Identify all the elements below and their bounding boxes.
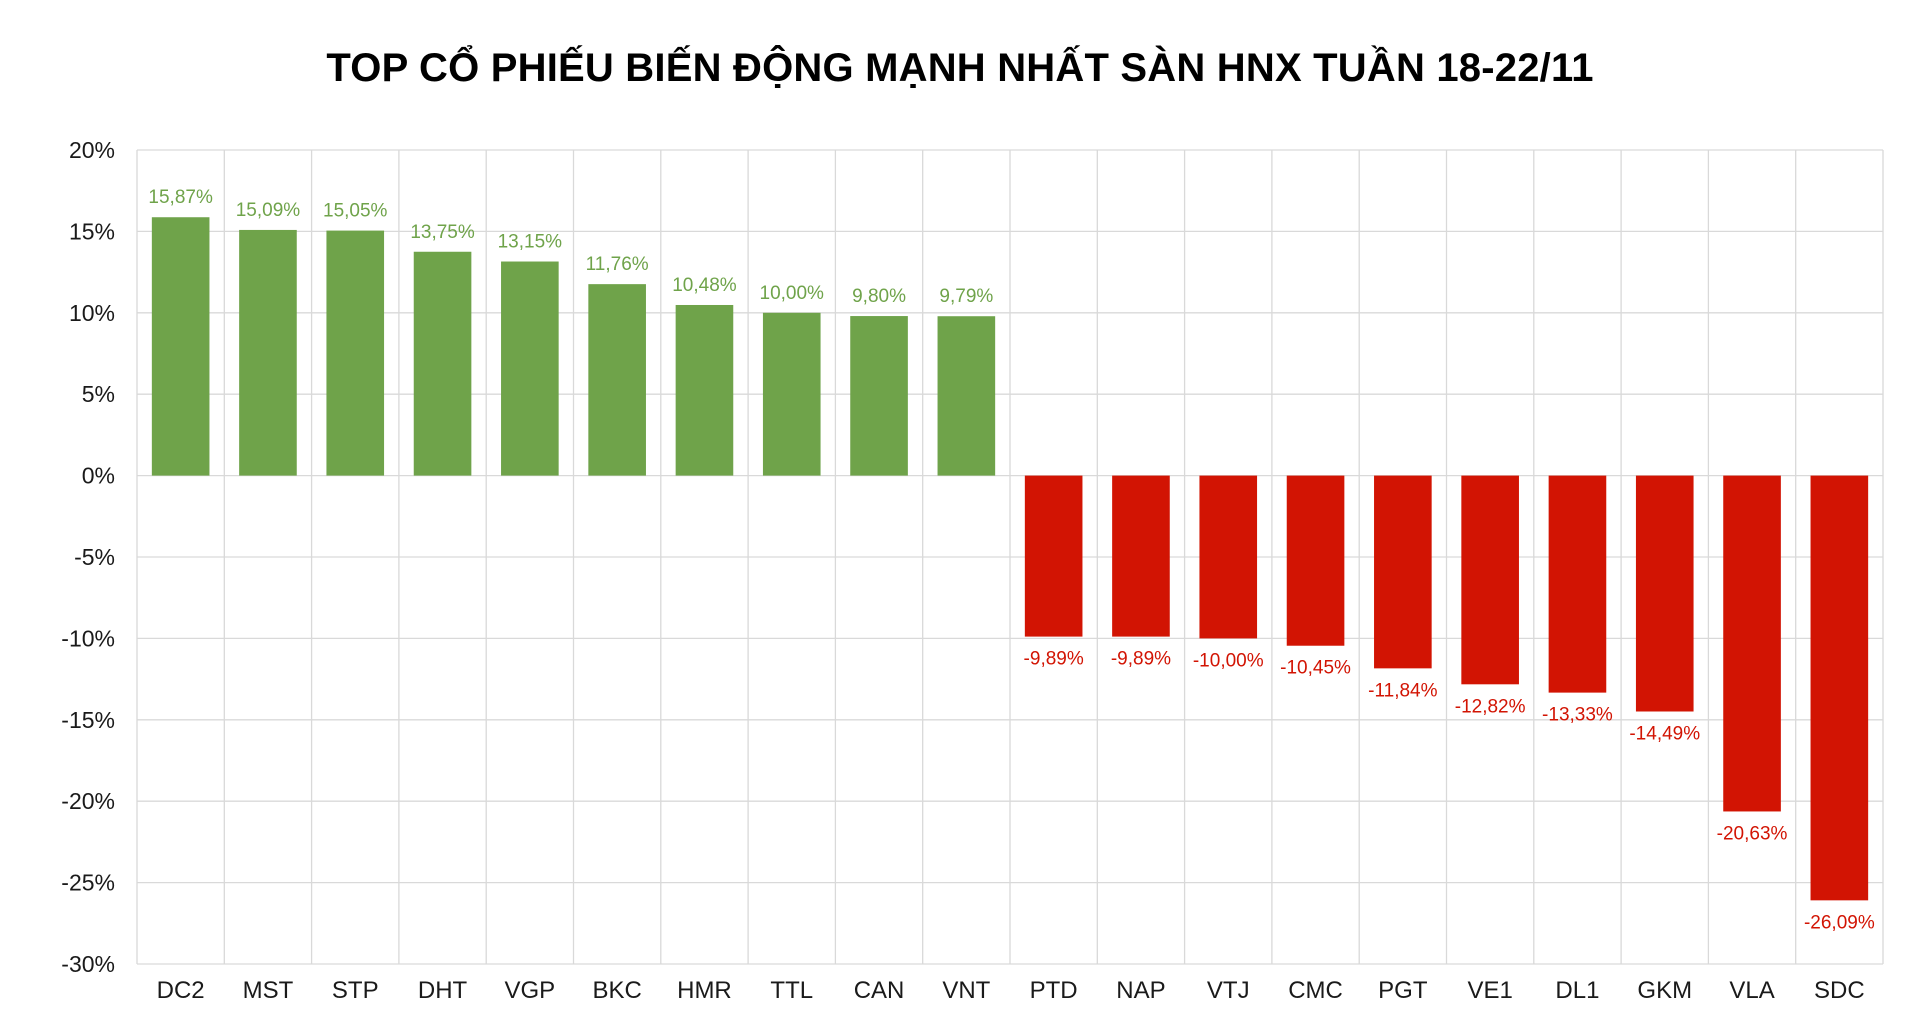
bar-vtj <box>1199 475 1258 639</box>
data-label-hmr: 10,48% <box>672 275 737 296</box>
y-axis-ticks: 20% 15% 10% 5% 0% -5% -10% -15% -20% -25% -30% <box>61 137 115 977</box>
bar-nap <box>1112 475 1170 637</box>
category-label-gkm: GKM <box>1637 977 1692 1004</box>
category-label-dht: DHT <box>418 977 468 1004</box>
bar-pgt <box>1374 475 1432 669</box>
chart-title: TOP CỔ PHIẾU BIẾN ĐỘNG MẠNH NHẤT SÀN HNX… <box>326 46 1594 90</box>
category-label-pgt: PGT <box>1378 977 1428 1004</box>
bar-sdc <box>1810 475 1869 901</box>
bar-vla <box>1723 475 1781 812</box>
bar-dc2 <box>151 217 210 476</box>
data-label-dc2: 15,87% <box>148 187 213 208</box>
bar-ttl <box>762 312 821 476</box>
data-label-ve1: -12,82% <box>1455 696 1526 717</box>
y-tick-label: -30% <box>61 951 115 977</box>
category-label-dl1: DL1 <box>1555 977 1599 1004</box>
data-label-pgt: -11,84% <box>1368 680 1437 701</box>
bar-ptd <box>1024 475 1083 637</box>
category-label-mst: MST <box>243 977 294 1004</box>
data-label-sdc: -26,09% <box>1804 912 1875 933</box>
data-labels: 15,87% 15,09% 15,05% 13,75% 13,15% 11,76% 10,4… <box>148 187 1874 933</box>
bars <box>151 217 1869 901</box>
data-label-ptd: -9,89% <box>1024 649 1084 670</box>
category-label-ptd: PTD <box>1030 977 1078 1004</box>
data-label-bkc: 11,76% <box>586 254 649 275</box>
data-label-ttl: 10,00% <box>760 283 825 304</box>
category-label-ttl: TTL <box>770 977 813 1004</box>
bar-hmr <box>675 304 734 476</box>
y-tick-label: -15% <box>61 707 115 733</box>
bar-bkc <box>588 284 646 476</box>
bar-cmc <box>1286 475 1345 646</box>
category-label-vgp: VGP <box>505 977 556 1004</box>
data-label-mst: 15,09% <box>236 200 301 221</box>
category-label-ve1: VE1 <box>1467 977 1512 1004</box>
x-axis-categories: DC2 MST STP DHT VGP BKC HMR TTL CAN VNT PTD NAP VTJ C… <box>157 977 1865 1004</box>
y-tick-label: 15% <box>69 218 115 244</box>
category-label-vnt: VNT <box>942 977 990 1004</box>
y-tick-label: 5% <box>82 381 115 407</box>
y-tick-label: -20% <box>61 788 115 814</box>
y-tick-label: -10% <box>61 625 115 651</box>
y-tick-label: 0% <box>82 463 115 489</box>
data-label-vnt: 9,79% <box>939 286 993 307</box>
category-label-dc2: DC2 <box>157 977 205 1004</box>
category-label-nap: NAP <box>1116 977 1165 1004</box>
bar-can <box>850 316 908 476</box>
bar-vnt <box>937 316 996 476</box>
data-label-can: 9,80% <box>852 286 906 307</box>
bar-mst <box>239 229 297 476</box>
y-tick-label: -5% <box>74 544 115 570</box>
data-label-dht: 13,75% <box>410 222 475 243</box>
bar-stp <box>326 230 385 476</box>
data-label-nap: -9,89% <box>1111 649 1171 670</box>
data-label-dl1: -13,33% <box>1542 705 1613 726</box>
category-label-cmc: CMC <box>1288 977 1343 1004</box>
data-label-vgp: 13,15% <box>498 232 563 253</box>
data-label-gkm: -14,49% <box>1629 723 1700 744</box>
category-label-bkc: BKC <box>592 977 641 1004</box>
bar-vgp <box>501 261 559 476</box>
data-label-vla: -20,63% <box>1717 823 1788 844</box>
category-label-sdc: SDC <box>1814 977 1865 1004</box>
category-label-hmr: HMR <box>677 977 732 1004</box>
category-label-can: CAN <box>854 977 905 1004</box>
category-label-vtj: VTJ <box>1207 977 1250 1004</box>
bar-ve1 <box>1461 475 1519 685</box>
category-label-vla: VLA <box>1729 977 1774 1004</box>
y-tick-label: 20% <box>69 137 115 163</box>
y-tick-label: 10% <box>69 300 115 326</box>
grid-layer <box>136 149 1884 965</box>
data-label-stp: 15,05% <box>323 201 388 222</box>
data-label-cmc: -10,45% <box>1280 658 1351 679</box>
y-tick-label: -25% <box>61 870 115 896</box>
bar-dht <box>413 251 472 476</box>
bar-dl1 <box>1548 475 1607 693</box>
data-label-vtj: -10,00% <box>1193 650 1264 671</box>
category-label-stp: STP <box>332 977 379 1004</box>
bar-gkm <box>1635 475 1694 712</box>
